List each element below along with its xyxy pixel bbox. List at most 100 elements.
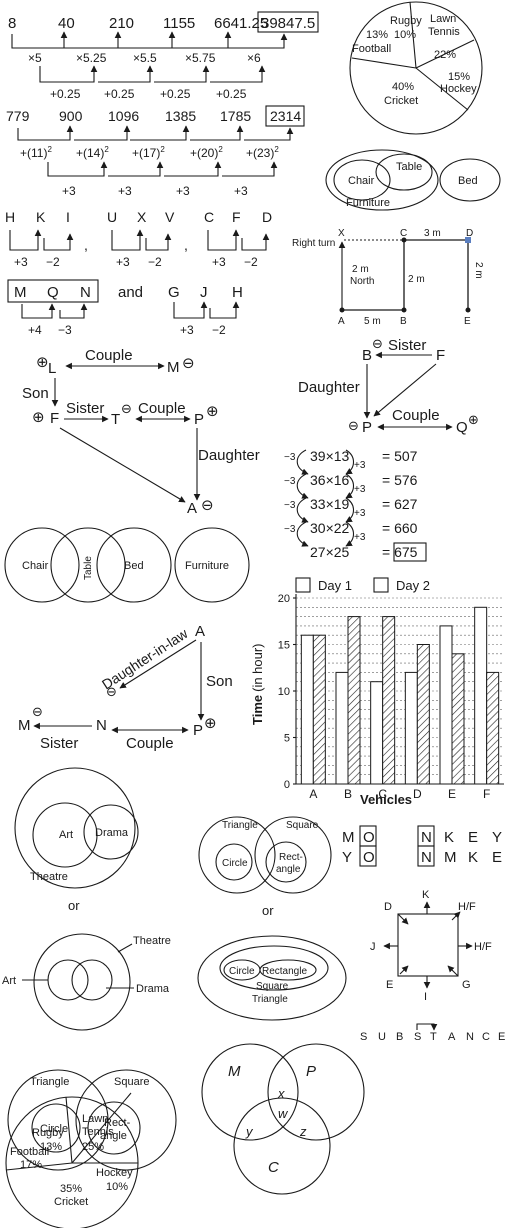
- x-tick-label: C: [378, 787, 387, 801]
- multiplier: ×5: [28, 51, 42, 65]
- word-letter: C: [482, 1031, 490, 1043]
- set-label: Square: [256, 981, 289, 992]
- set-label: Drama: [136, 983, 170, 995]
- legend-swatch-day2: [373, 577, 389, 593]
- multiplication-pattern: −3 −3 −3 −3 +3 +3 +3 +3 39×13 36×16 33×1…: [284, 448, 427, 562]
- series-two-term: 1385: [165, 108, 196, 124]
- code-letter: K: [444, 829, 454, 846]
- code-letter: Y: [492, 829, 502, 846]
- word-letter: B: [396, 1031, 403, 1043]
- square-term: +(17)2: [132, 145, 165, 160]
- letter-op: −3: [58, 323, 72, 337]
- set-label: Chair: [348, 175, 375, 187]
- letter: X: [137, 209, 147, 225]
- direction-label: J: [370, 941, 376, 953]
- code-letter: O: [363, 829, 375, 846]
- relation-label: Sister: [40, 735, 78, 752]
- point-D: D: [466, 228, 473, 239]
- or-label: or: [68, 898, 80, 913]
- direction-label: G: [462, 979, 471, 991]
- node-F: F: [50, 410, 59, 427]
- male-symbol: ⊕: [204, 715, 217, 732]
- female-symbol: ⊖: [121, 401, 132, 416]
- venn-art-theatre: Art Drama Theatre or Art Drama Theatre: [2, 767, 171, 1031]
- series-two-term: 1785: [220, 108, 251, 124]
- series-one-term: 210: [109, 15, 134, 32]
- slice-value: 40%: [392, 81, 414, 93]
- set-label: Square: [286, 820, 319, 831]
- product-value: = 507: [382, 448, 418, 464]
- distance-label: 2 m: [408, 274, 425, 285]
- letter-op: +4: [28, 323, 42, 337]
- bar-A-day1: [300, 634, 314, 785]
- letter-series-one: H K I , U X V , C F D +3 −2 +3 −2 +3 −2: [5, 209, 272, 269]
- slice-label: Tennis: [82, 1126, 114, 1138]
- y-tick-label: 0: [284, 779, 290, 791]
- point-X: X: [338, 228, 345, 239]
- multiplier: ×5.5: [133, 51, 157, 65]
- female-symbol: ⊖: [372, 336, 383, 351]
- series-one-term: 8: [8, 15, 16, 32]
- slice-label: Hockey: [96, 1167, 133, 1179]
- increment: +3: [62, 184, 76, 198]
- male-symbol: ⊕: [468, 412, 479, 427]
- node-Q: Q: [456, 419, 468, 436]
- node-A: A: [195, 623, 205, 640]
- node-T: T: [111, 411, 120, 428]
- letter: H: [5, 209, 15, 225]
- series-two: 779 900 1096 1385 1785 2314 +(11)2 +(14)…: [6, 105, 305, 198]
- region-label: x: [277, 1086, 285, 1101]
- bar-E-day2: [451, 653, 465, 785]
- set-label: Drama: [95, 827, 129, 839]
- legend-label: Day 2: [396, 578, 430, 593]
- relation-label: Daughter: [198, 447, 260, 464]
- node-F: F: [436, 347, 445, 364]
- letter-box: [7, 279, 99, 303]
- series-two-term: 779: [6, 108, 30, 124]
- venn-furniture-left: Chair Table Bed Furniture: [4, 527, 250, 603]
- set-label: Furniture: [185, 560, 229, 572]
- slice-label: Lawn: [82, 1113, 108, 1125]
- code-letter: E: [468, 829, 478, 846]
- letter-op: +3: [180, 323, 194, 337]
- bar-D-day1: [404, 671, 418, 785]
- x-axis-label: Vehicles: [360, 792, 412, 807]
- set-label: Chair: [22, 560, 49, 572]
- word-letter: S: [414, 1031, 421, 1043]
- venn-mpc: M P C x y w z: [201, 1043, 365, 1195]
- series-two-term: 900: [59, 108, 83, 124]
- set-label: angle: [276, 864, 301, 875]
- letter: F: [232, 209, 241, 225]
- letter: M: [14, 284, 27, 301]
- venn-furniture-right: Chair Table Bed Furniture: [325, 149, 501, 211]
- set-label: Table: [396, 161, 422, 173]
- distance-label: 2 m: [473, 262, 484, 279]
- set-label: Rect-: [279, 852, 303, 863]
- female-symbol: ⊖: [182, 355, 195, 372]
- code-letter: O: [363, 849, 375, 866]
- increment: +3: [118, 184, 132, 198]
- y-axis-label: Time(in hour): [250, 643, 265, 725]
- letter-op: +3: [116, 255, 130, 269]
- relation-label: Couple: [138, 400, 186, 417]
- code-letter: M: [342, 829, 355, 846]
- female-symbol: ⊖: [348, 418, 359, 433]
- bar-A-day2: [312, 634, 326, 785]
- direction-label: North: [350, 276, 374, 287]
- x-tick-label: F: [483, 787, 490, 801]
- step-op: +3: [354, 532, 366, 543]
- step-op: +3: [354, 460, 366, 471]
- code-letter: N: [421, 829, 432, 846]
- square-term: +(23)2: [246, 145, 279, 160]
- set-label: Furniture: [346, 197, 390, 209]
- series-one-answer: 39847.5: [261, 15, 315, 32]
- set-label: Bed: [124, 560, 144, 572]
- region-label: y: [245, 1124, 254, 1139]
- multiplier: ×6: [247, 51, 261, 65]
- route-diagram: Right turn X C D 3 m 2 m North 2 m 2 m A…: [292, 228, 484, 327]
- series-one-term: 1155: [163, 15, 195, 32]
- slice-value: 10%: [106, 1181, 128, 1193]
- slice-label: Cricket: [384, 95, 418, 107]
- relation-label: Son: [22, 385, 49, 402]
- relation-label: Sister: [388, 337, 426, 354]
